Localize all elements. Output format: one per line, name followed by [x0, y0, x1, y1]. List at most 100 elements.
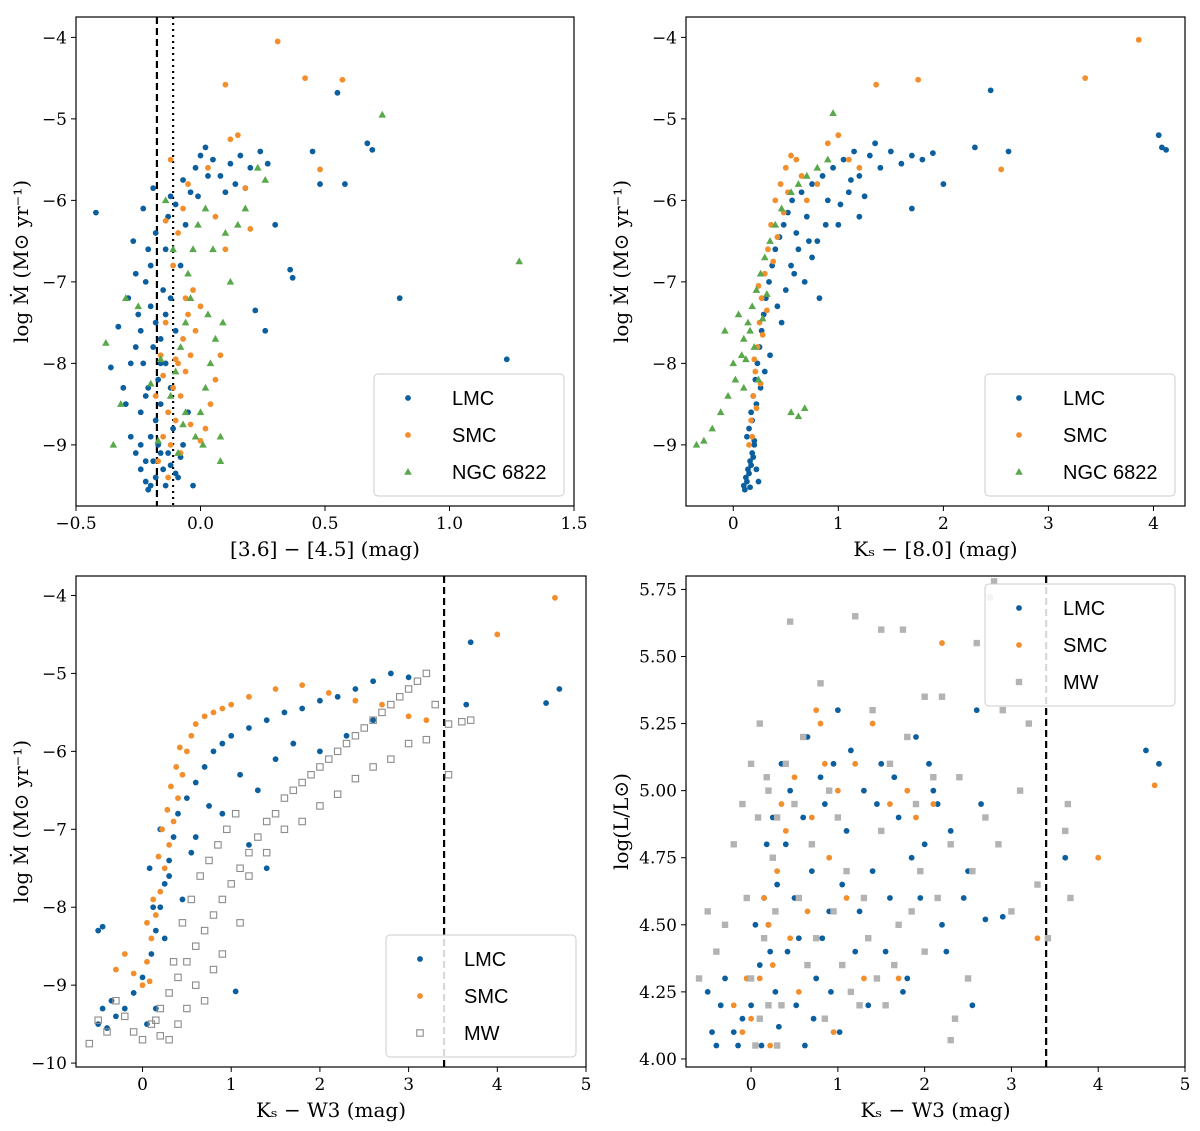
data-point — [817, 720, 824, 727]
data-point — [245, 872, 253, 880]
data-point — [816, 295, 823, 302]
data-point — [904, 787, 911, 794]
legend-marker — [416, 1029, 424, 1037]
legend-label: SMC — [452, 425, 496, 447]
data-point — [183, 795, 190, 802]
data-point — [839, 961, 846, 969]
data-point — [806, 238, 812, 245]
data-point — [494, 631, 501, 638]
y-tick-label: −4 — [42, 586, 67, 606]
data-point — [186, 294, 195, 301]
data-point — [317, 748, 323, 755]
data-point — [263, 717, 270, 724]
data-point — [148, 951, 155, 957]
data-point — [174, 973, 182, 982]
series-smc — [746, 36, 1142, 448]
data-point — [913, 814, 919, 821]
data-point — [908, 152, 915, 159]
data-point — [444, 770, 453, 779]
y-axis-label: log(L/L⊙) — [609, 773, 633, 870]
y-tick-label: 5.00 — [639, 782, 677, 802]
data-point — [795, 935, 802, 942]
data-point — [824, 140, 831, 147]
data-point — [819, 935, 826, 942]
data-point — [737, 351, 746, 359]
data-point — [836, 1029, 843, 1036]
data-point — [231, 809, 240, 818]
data-point — [172, 356, 179, 363]
x-tick-label: 4 — [1148, 514, 1159, 534]
data-point — [978, 801, 984, 807]
data-point — [809, 181, 815, 187]
data-point — [245, 848, 253, 857]
data-point — [165, 1035, 173, 1044]
data-point — [232, 988, 239, 995]
data-point — [882, 948, 889, 955]
data-point — [794, 180, 803, 187]
data-point — [938, 693, 946, 700]
data-point — [254, 787, 261, 794]
data-point — [774, 881, 781, 888]
data-point — [180, 177, 186, 183]
x-tick-label: 1.0 — [436, 514, 463, 534]
data-point — [272, 756, 279, 763]
data-point — [817, 680, 824, 687]
y-tick-label: 5.25 — [639, 715, 677, 735]
y-tick-label: −5 — [652, 110, 677, 130]
data-point — [843, 895, 850, 901]
data-point — [929, 150, 936, 157]
data-point — [152, 1016, 160, 1024]
y-tick-label: −10 — [31, 1054, 67, 1074]
data-point — [157, 450, 164, 456]
data-point — [177, 393, 184, 399]
data-point — [201, 713, 208, 720]
data-point — [1062, 854, 1069, 861]
data-point — [692, 440, 701, 448]
data-point — [814, 181, 821, 187]
data-point — [161, 196, 170, 204]
data-point — [1095, 854, 1102, 861]
data-point — [202, 144, 209, 151]
data-point — [1044, 935, 1052, 942]
data-point — [175, 810, 181, 817]
series-mw — [85, 669, 475, 1048]
data-point — [765, 787, 772, 794]
data-point — [369, 763, 377, 771]
data-point — [930, 787, 937, 794]
data-point — [960, 895, 967, 901]
data-point — [379, 701, 385, 708]
data-point — [804, 961, 811, 969]
data-point — [156, 1004, 165, 1013]
data-point — [830, 1029, 837, 1036]
data-point — [724, 391, 732, 399]
data-point — [237, 152, 244, 159]
panel-1: −0.5 0.0 0.5 1.0 1.5 −9 −8 −7 −6 −5 −4 [3.6] − [4.5… — [9, 16, 588, 561]
legend-box — [984, 583, 1176, 707]
data-point — [176, 343, 185, 350]
data-point — [775, 1023, 782, 1030]
data-point — [939, 640, 945, 646]
data-point — [169, 245, 177, 253]
data-point — [166, 873, 173, 879]
data-point — [772, 988, 779, 995]
data-point — [172, 417, 179, 424]
data-point — [167, 441, 174, 448]
data-point — [237, 771, 243, 778]
data-point — [1016, 787, 1024, 794]
data-point — [170, 384, 177, 391]
data-point — [839, 881, 846, 888]
data-point — [162, 246, 169, 253]
data-point — [742, 355, 750, 363]
data-point — [817, 774, 824, 781]
data-point — [247, 226, 254, 232]
data-point — [773, 1042, 781, 1049]
data-point — [182, 368, 189, 375]
data-point — [95, 927, 102, 934]
legend-marker — [1016, 395, 1022, 401]
x-tick-label: 1.5 — [560, 514, 587, 534]
y-tick-label: −5 — [42, 664, 67, 684]
data-point — [262, 817, 271, 826]
data-point — [234, 132, 241, 139]
legend-label: NGC 6822 — [452, 462, 547, 484]
